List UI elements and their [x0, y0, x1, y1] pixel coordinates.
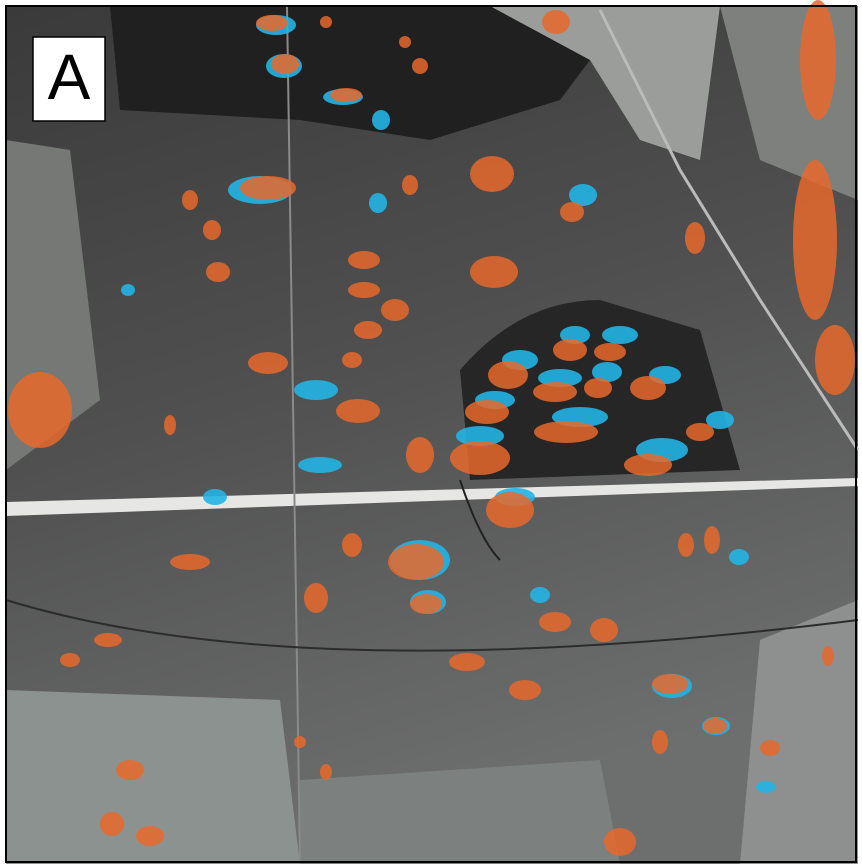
- panel-label-box: A: [33, 37, 105, 121]
- panel-label: A: [48, 41, 91, 113]
- aerial-map: A: [0, 0, 862, 868]
- page: A (() => { const data = JSON.parse(docum…: [0, 0, 862, 868]
- imagery: [6, 6, 858, 864]
